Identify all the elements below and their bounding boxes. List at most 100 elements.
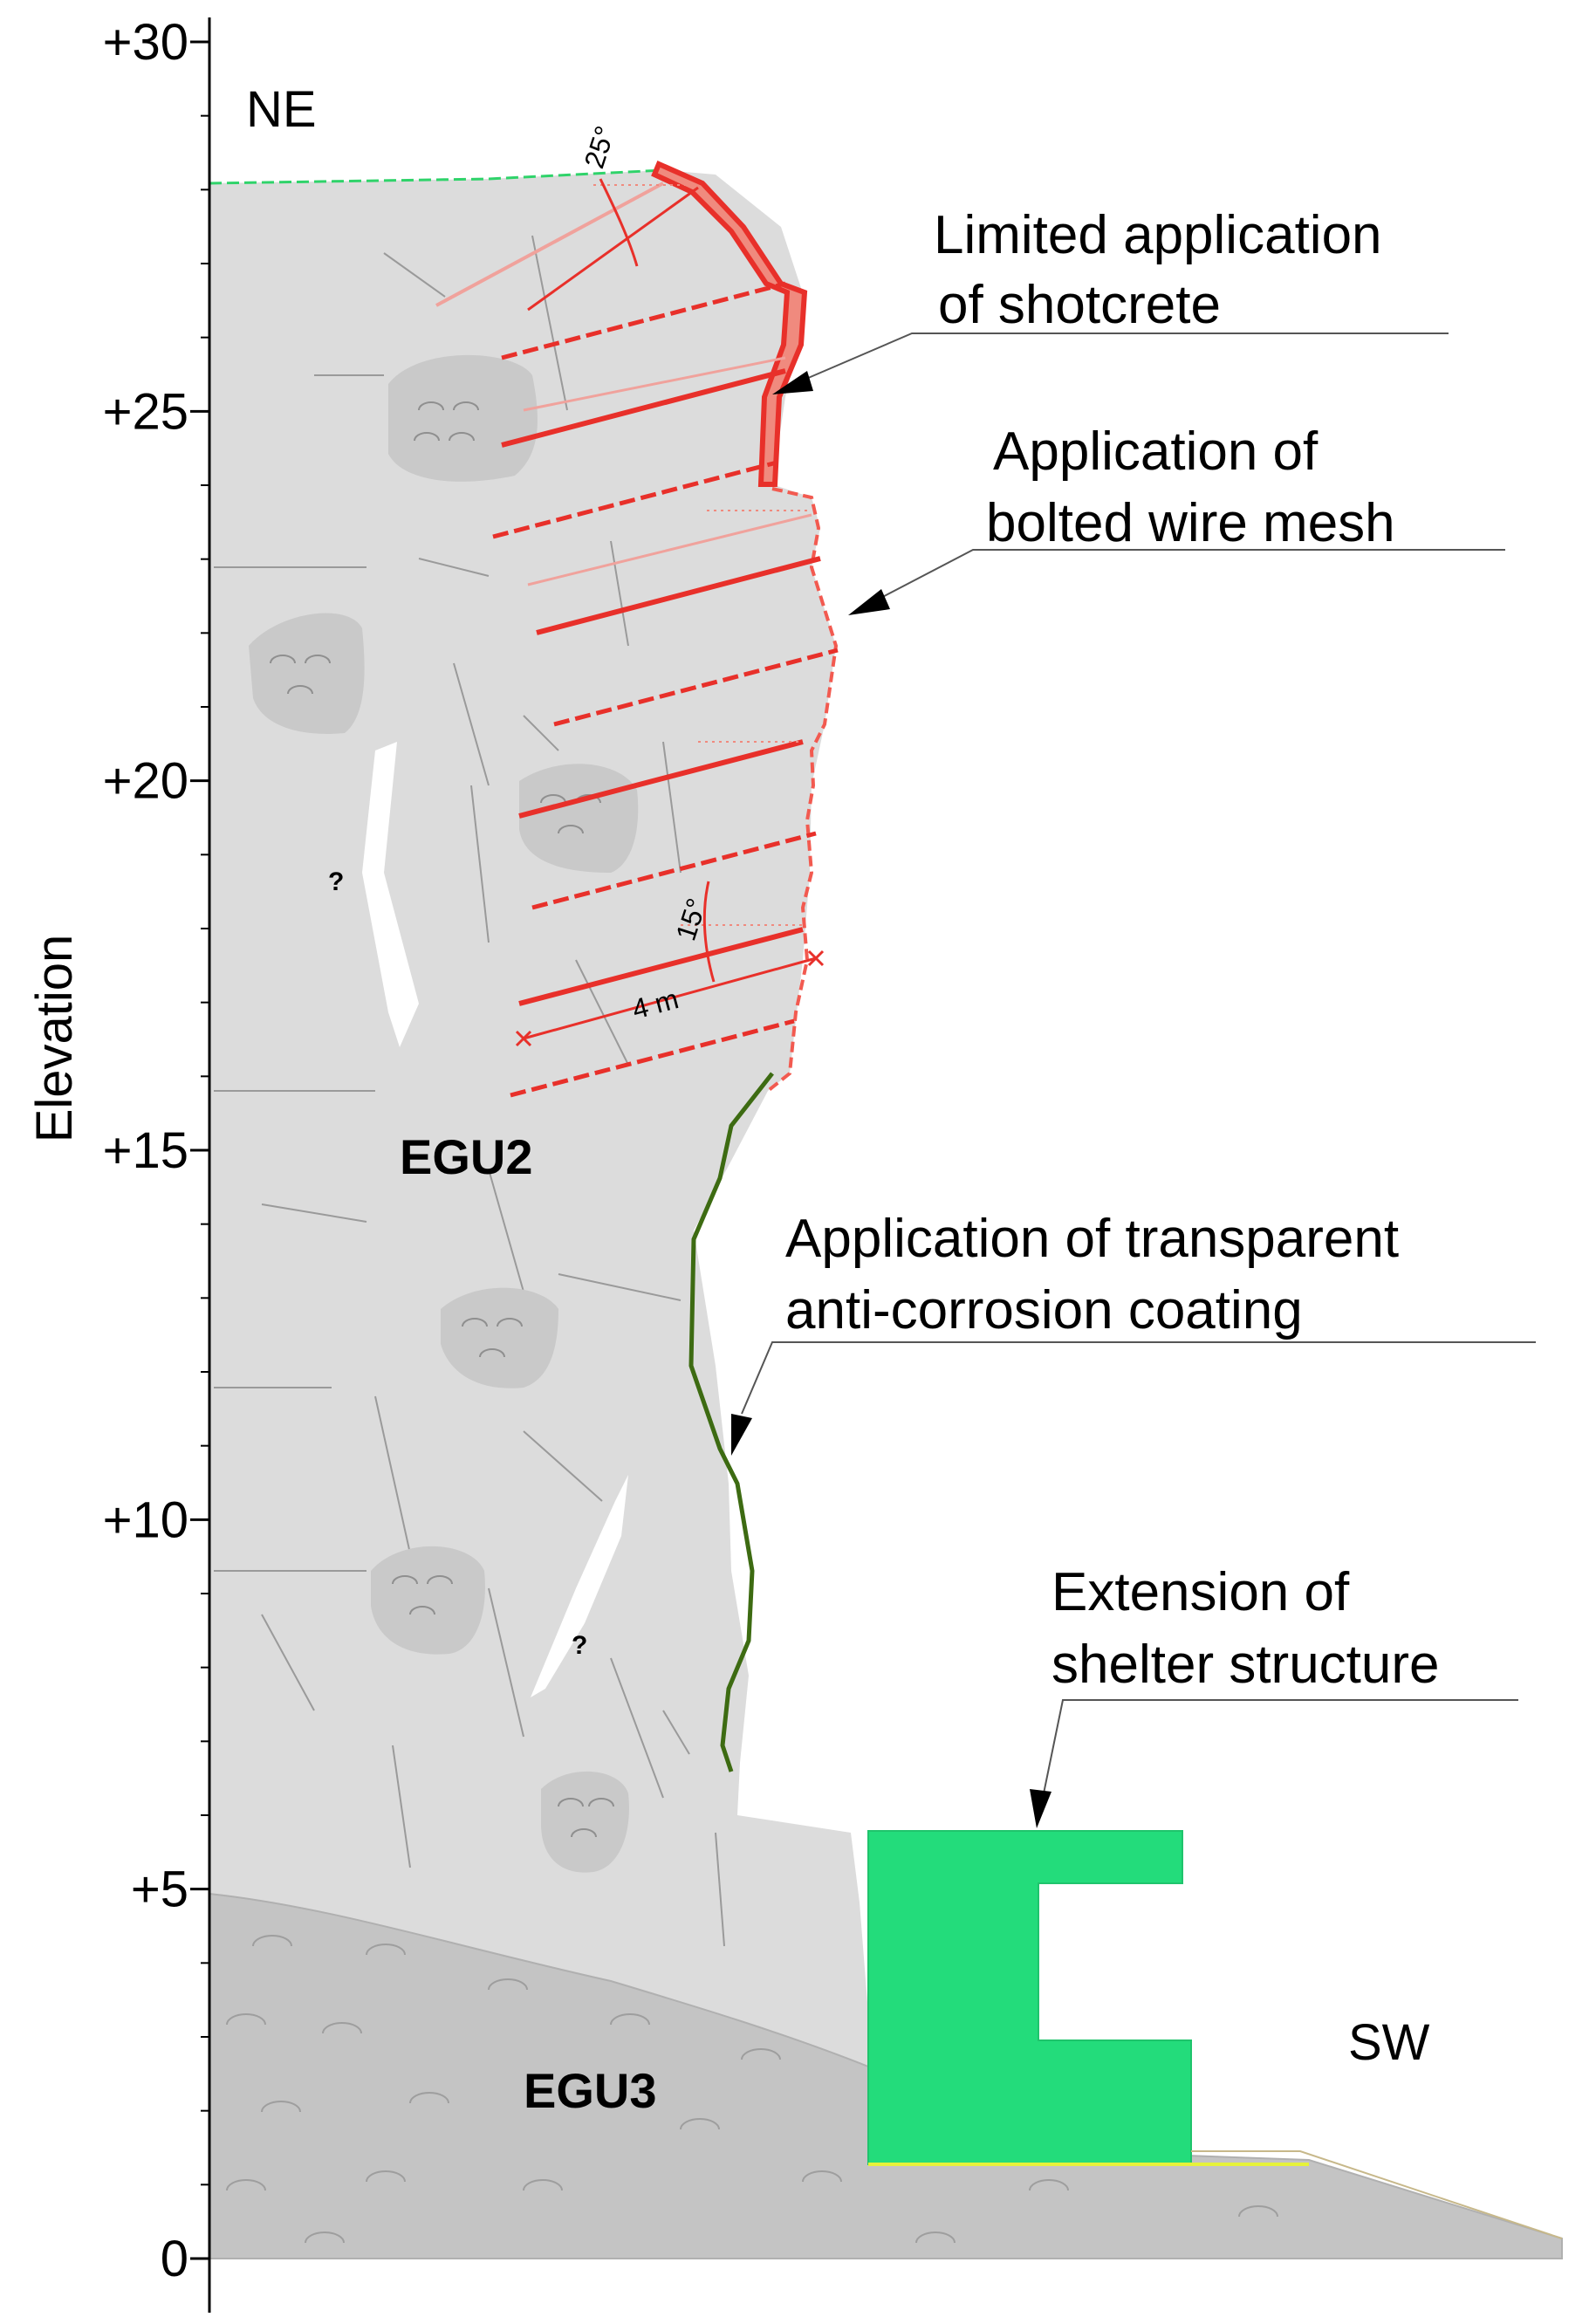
white-lens: [531, 1475, 628, 1697]
major-ticks: +30 +25 +20 +15 +10 +5 0: [103, 14, 209, 2287]
cobble-mark: [226, 2179, 266, 2191]
arrowhead-wire-mesh: [848, 589, 890, 615]
angle-arc-bottom: [702, 881, 716, 983]
cobble-mark: [366, 2170, 406, 2183]
cobble-patch: [249, 613, 365, 734]
joint-line: [558, 1273, 682, 1301]
cobble-mark: [741, 2048, 781, 2060]
arrowhead-shelter: [1030, 1789, 1051, 1828]
cobble-mark: [252, 1935, 292, 1947]
cobble-mark: [588, 1798, 614, 1807]
joint-line: [261, 1203, 367, 1223]
joint-line: [470, 785, 490, 943]
joint-line: [392, 1745, 411, 1868]
cobble-patches: [249, 354, 639, 1873]
joint-line: [374, 1395, 411, 1554]
angle-arc-top: [599, 178, 639, 267]
arrowhead-coating: [731, 1414, 752, 1456]
cobble-mark: [802, 2170, 842, 2183]
annotation-wire-mesh-line2: bolted wire mesh: [986, 493, 1395, 553]
joint-line: [488, 1587, 524, 1738]
cobble-mark: [610, 2013, 650, 2026]
joint-line: [531, 235, 568, 411]
cobble-marks: [270, 401, 614, 1838]
annotation-coating-line1: Application of transparent: [785, 1209, 1399, 1269]
joint-line: [418, 558, 490, 577]
unit-label-egu3: EGU3: [524, 2063, 657, 2118]
axis-tick-label: +10: [103, 1491, 188, 1548]
annotation-shotcrete-line2: of shotcrete: [938, 275, 1221, 335]
cobble-mark: [558, 1798, 584, 1807]
bolt: [492, 460, 777, 539]
bolt: [518, 927, 804, 1006]
cobble-mark: [305, 2231, 345, 2244]
joint-line: [575, 959, 629, 1066]
bolt: [523, 356, 786, 412]
bolt: [501, 281, 786, 360]
shotcrete-layer: [651, 161, 808, 487]
unknown-mark: ?: [572, 1631, 587, 1660]
cobble-mark: [418, 401, 444, 411]
cobble-mark: [449, 432, 475, 442]
axis-tick-label: +15: [103, 1122, 188, 1179]
leader-line-wire-mesh: [872, 549, 1505, 603]
ground-profile: [1191, 2150, 1563, 2239]
cobble-mark: [287, 685, 313, 695]
cobble-mark: [427, 1575, 453, 1585]
cobble-patch: [371, 1546, 485, 1655]
axis-tick-label: +25: [103, 383, 188, 440]
cobble-mark: [497, 1318, 523, 1327]
cobble-patch: [388, 354, 538, 482]
cobble-patch: [519, 764, 639, 873]
cobble-mark: [414, 432, 440, 442]
ground-surface-line: [209, 168, 664, 185]
bolt-length-dimension: [523, 956, 817, 1040]
joint-line: [261, 1614, 315, 1711]
egu3-cobble-marks: [226, 1935, 1278, 2244]
cobble-mark: [392, 1575, 418, 1585]
wire-mesh-outline: [766, 487, 839, 1093]
cobble-mark: [1029, 2179, 1069, 2191]
arrowhead-shotcrete: [772, 371, 813, 394]
bolt: [510, 1018, 795, 1098]
cobble-mark: [540, 794, 566, 804]
cobble-mark: [558, 825, 584, 834]
cobble-mark: [322, 2022, 362, 2034]
joint-line: [662, 1710, 690, 1755]
cobble-mark: [915, 2231, 956, 2244]
annotation-wire-mesh-line1: Application of: [993, 422, 1319, 482]
coating-line: [688, 1072, 774, 1772]
cobble-mark: [409, 1606, 435, 1615]
cobble-mark: [462, 1318, 488, 1327]
annotation-shelter-line2: shelter structure: [1051, 1635, 1440, 1695]
unknown-mark: ?: [328, 867, 344, 896]
bolt: [527, 513, 812, 586]
cobble-mark: [409, 2092, 449, 2104]
bolt: [536, 556, 821, 635]
bolt: [435, 182, 664, 307]
axis-title: Elevation: [26, 935, 83, 1143]
bolt: [501, 368, 786, 448]
dimension-tick: [515, 1030, 532, 1047]
axis-tick-label: +30: [103, 14, 188, 71]
axis-tick-label: +20: [103, 753, 188, 810]
joint-line: [715, 1832, 725, 1947]
cobble-mark: [366, 1944, 406, 1956]
cobble-mark: [226, 2013, 266, 2026]
leader-line-shelter: [1042, 1699, 1518, 1799]
unit-label-egu2: EGU2: [400, 1129, 533, 1184]
axis-tick-label: 0: [161, 2231, 188, 2287]
dimension-tick: [807, 949, 825, 967]
bolt: [553, 648, 839, 727]
annotation-coating-line2: anti-corrosion coating: [785, 1280, 1303, 1340]
rock-bolts: [435, 182, 839, 1098]
cobble-mark: [488, 1978, 528, 1991]
joint-line: [523, 1430, 603, 1502]
joint-line: [453, 662, 490, 786]
cobble-mark: [453, 401, 479, 411]
bolt: [518, 739, 804, 819]
reference-lines: [593, 184, 807, 926]
axis-tick-label: +5: [131, 1861, 188, 1918]
bolt: [527, 186, 699, 312]
